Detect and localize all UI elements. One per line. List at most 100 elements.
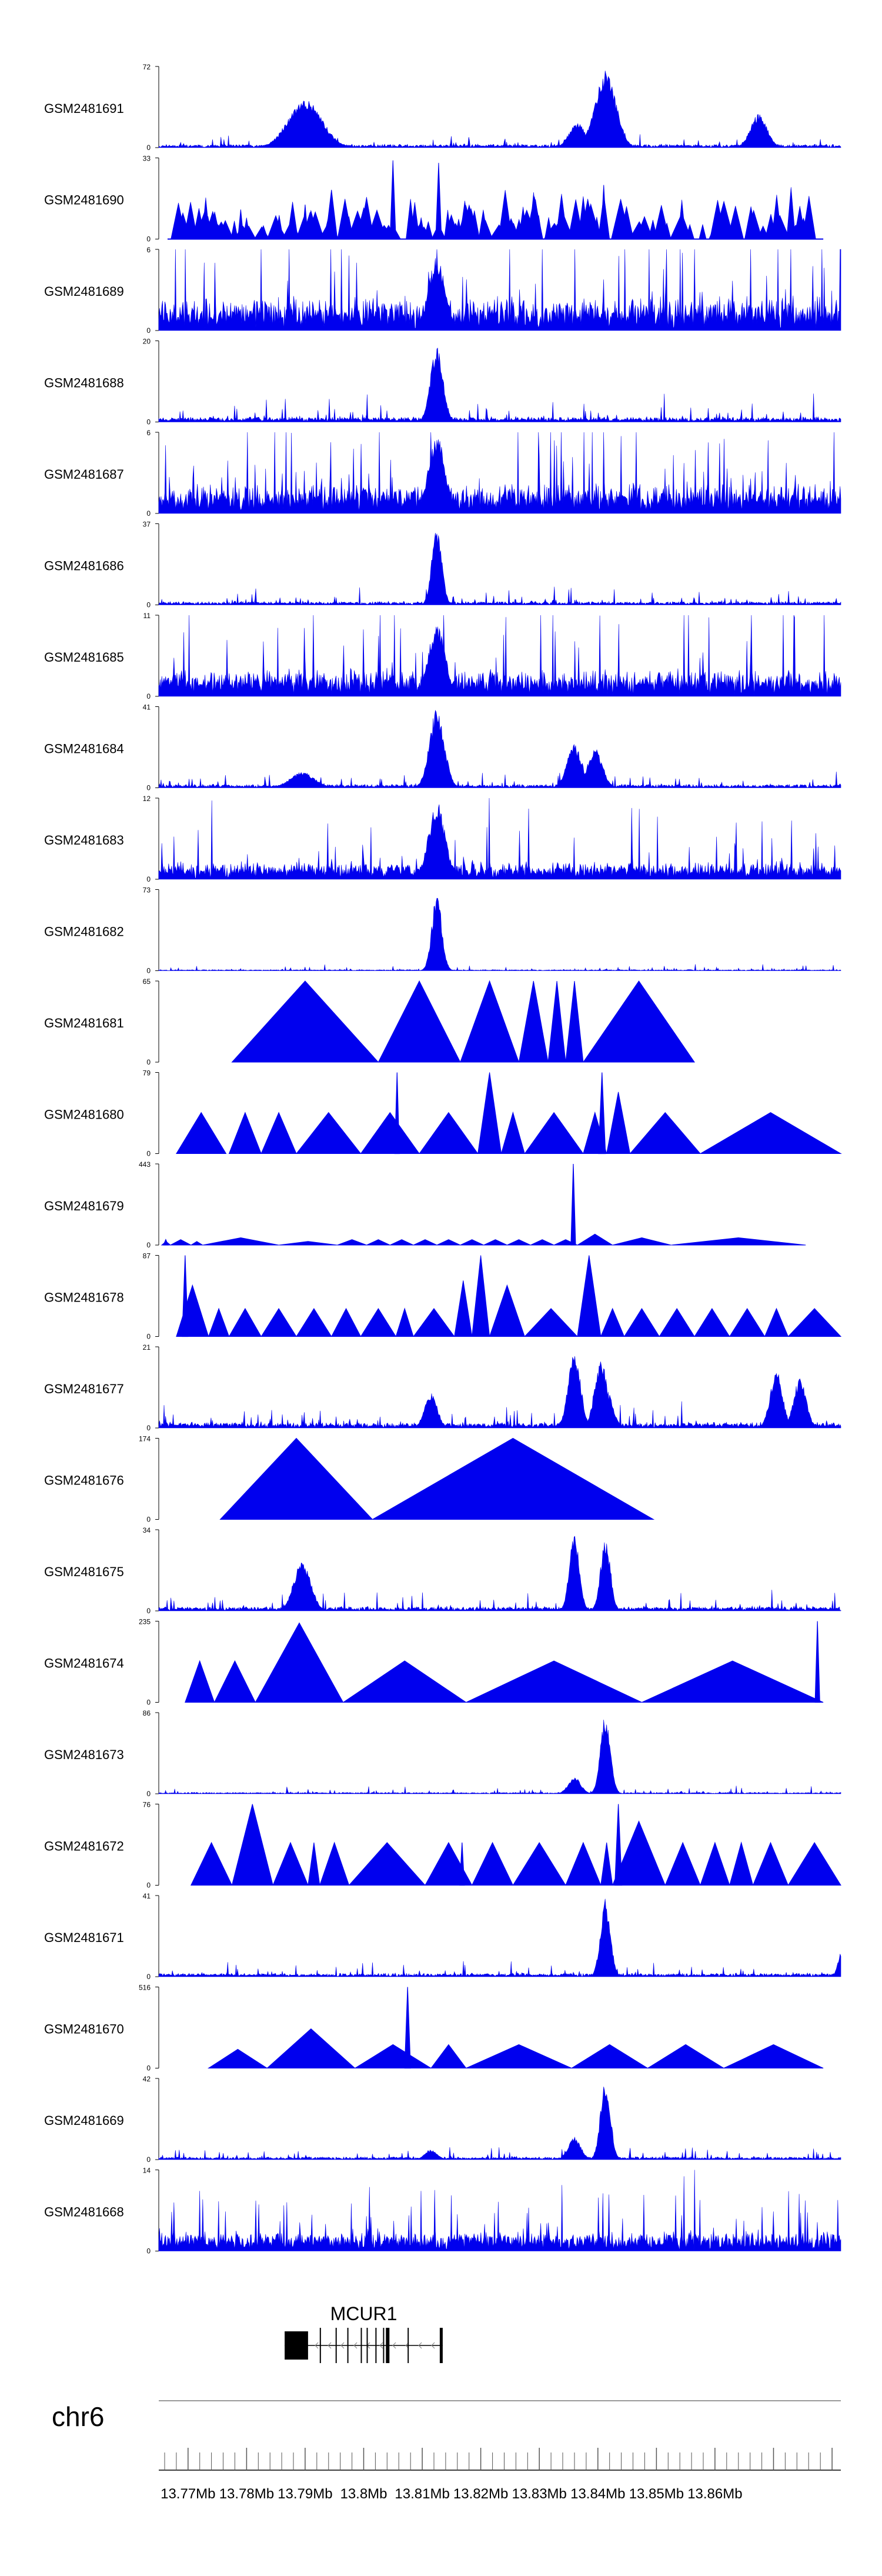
- coverage-triangle: [629, 1112, 701, 1154]
- coverage-triangle: [272, 1841, 309, 1886]
- track-label: GSM2481668: [44, 2205, 124, 2220]
- coverage-triangle: [436, 1239, 461, 1246]
- coverage-triangle: [466, 1660, 642, 1703]
- coverage-triangle: [524, 1112, 584, 1154]
- gene-exon: [383, 2328, 385, 2363]
- coverage-area: [158, 897, 841, 971]
- coverage-triangle: [176, 1284, 209, 1337]
- coverage-triangle: [700, 1841, 730, 1886]
- y-axis-min-label: 0: [146, 1058, 151, 1066]
- y-axis-max-label: 443: [139, 1160, 151, 1169]
- y-axis-max-label: 37: [143, 520, 151, 529]
- y-axis-max-label: 235: [139, 1618, 151, 1626]
- coverage-peak: [182, 1255, 189, 1337]
- coverage-spike: [230, 221, 238, 239]
- coverage-triangle: [471, 1841, 514, 1886]
- coverage-triangle: [419, 1112, 479, 1154]
- coverage-triangle: [319, 1841, 350, 1886]
- coverage-triangle: [723, 2044, 824, 2068]
- coverage-triangle: [460, 1239, 484, 1246]
- y-axis-min-label: 0: [146, 1699, 151, 1707]
- y-axis-min-label: 0: [146, 326, 151, 335]
- coverage-peak: [614, 1804, 623, 1886]
- track-label: GSM2481681: [44, 1016, 124, 1030]
- coverage-spike: [597, 194, 610, 239]
- track-GSM2481687: GSM2481687 6 0: [44, 429, 841, 518]
- coverage-triangle: [612, 1820, 666, 1886]
- track-GSM2481677: GSM2481677 21 0: [44, 1343, 841, 1432]
- y-axis-min-label: 0: [146, 1790, 151, 1798]
- y-axis-min-label: 0: [146, 967, 151, 975]
- coverage-triangle: [752, 1841, 789, 1886]
- coverage-peak: [570, 1163, 576, 1246]
- track-GSM2481688: GSM2481688 20 0: [44, 338, 841, 426]
- coverage-triangle: [729, 1841, 754, 1886]
- gene-exon: [407, 2328, 409, 2363]
- track-label: GSM2481680: [44, 1107, 124, 1122]
- coverage-triangle: [787, 1308, 842, 1337]
- axis-tick-label: 13.83Mb: [512, 2486, 566, 2502]
- coverage-area: [158, 1356, 841, 1429]
- track-GSM2481680: GSM2481680 79 0: [44, 1069, 842, 1158]
- coverage-area: [158, 1536, 841, 1611]
- y-axis-min-label: 0: [146, 144, 151, 152]
- y-axis-min-label: 0: [146, 235, 151, 243]
- axis-tick-label: 13.77Mb: [161, 2486, 215, 2502]
- coverage-triangle: [202, 1237, 279, 1246]
- coverage-triangle: [191, 1841, 233, 1886]
- coverage-triangle: [570, 2044, 649, 2068]
- track-label: GSM2481685: [44, 650, 124, 665]
- coverage-peak: [404, 1987, 411, 2069]
- y-axis-max-label: 14: [143, 2167, 151, 2175]
- axis-tick-label: 13.85Mb: [629, 2486, 684, 2502]
- y-axis-min-label: 0: [146, 1241, 151, 1249]
- y-axis-min-label: 0: [146, 875, 151, 883]
- y-axis-max-label: 72: [143, 63, 151, 71]
- track-GSM2481669: GSM2481669 42 0: [44, 2075, 841, 2164]
- coverage-triangle: [295, 1112, 362, 1154]
- coverage-triangle: [483, 1239, 507, 1246]
- strand-arrow-icon: [340, 2342, 345, 2349]
- coverage-triangle: [390, 1239, 414, 1246]
- coverage-area: [158, 710, 841, 789]
- track-GSM2481686: GSM2481686 37 0: [44, 520, 841, 609]
- coverage-peak: [598, 1072, 606, 1154]
- track-GSM2481683: GSM2481683 12 0: [44, 795, 841, 883]
- coverage-triangle: [231, 1804, 273, 1886]
- coverage-area: [158, 2170, 841, 2251]
- coverage-spike: [801, 196, 816, 239]
- track-GSM2481679: GSM2481679 443 0: [44, 1160, 806, 1249]
- coverage-triangle: [213, 1660, 256, 1703]
- track-GSM2481682: GSM2481682 73 0: [44, 886, 841, 975]
- coverage-peak: [814, 1621, 820, 1703]
- coverage-area: [158, 1720, 841, 1794]
- y-axis-min-label: 0: [146, 1150, 151, 1158]
- coverage-triangle: [425, 1841, 473, 1886]
- strand-arrow-icon: [418, 2342, 422, 2349]
- coverage-triangle: [518, 980, 549, 1063]
- coverage-triangle: [255, 1622, 344, 1703]
- coverage-triangle: [547, 980, 566, 1063]
- y-axis-max-label: 87: [143, 1252, 151, 1260]
- coverage-triangle: [260, 1307, 297, 1337]
- y-axis-max-label: 86: [143, 1709, 151, 1717]
- y-axis-max-label: 11: [143, 612, 151, 620]
- track-label: GSM2481678: [44, 1290, 124, 1305]
- track-label: GSM2481679: [44, 1199, 124, 1213]
- y-axis-min-label: 0: [146, 784, 151, 792]
- coverage-triangle: [477, 1072, 502, 1154]
- gene-name-label: MCUR1: [330, 2303, 397, 2324]
- coverage-spike: [699, 224, 707, 239]
- coverage-triangle: [371, 1437, 655, 1520]
- y-axis-max-label: 20: [143, 338, 151, 346]
- coverage-triangle: [348, 1842, 426, 1886]
- coverage-triangle: [699, 1112, 842, 1154]
- track-GSM2481691: GSM2481691 72 0: [44, 63, 841, 152]
- coverage-spike: [183, 202, 198, 239]
- y-axis-max-label: 79: [143, 1069, 151, 1077]
- coverage-triangle: [176, 1112, 227, 1154]
- y-axis-max-label: 21: [143, 1343, 151, 1352]
- coverage-triangle: [395, 1307, 414, 1337]
- coverage-triangle: [260, 1112, 297, 1154]
- track-GSM2481684: GSM2481684 41 0: [44, 703, 841, 792]
